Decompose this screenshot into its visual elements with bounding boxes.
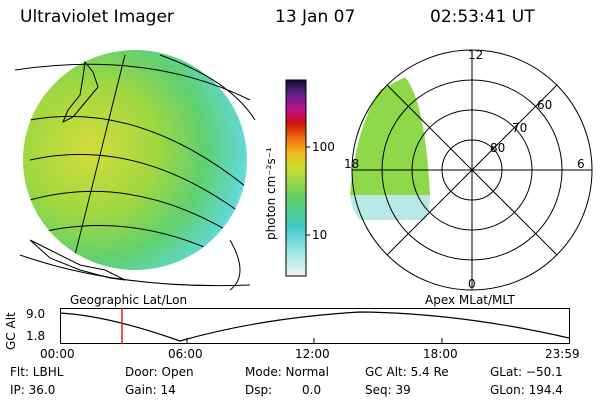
colorbar (285, 79, 310, 277)
time-tick-2359: 23:59 (545, 347, 580, 361)
polar-plot (350, 49, 593, 291)
time-tick-0600: 06:00 (168, 347, 203, 361)
info-door: Door: Open (125, 365, 194, 379)
geographic-globe-panel (14, 50, 256, 291)
mlt-label-18: 18 (344, 157, 360, 171)
apex-panel-label: Apex MLat/MLT (425, 293, 515, 307)
info-filter: Flt: LBHL (10, 365, 64, 379)
mlt-label-12: 12 (468, 48, 484, 62)
info-ip: IP: 36.0 (10, 383, 56, 397)
mlat-label-80: 80 (490, 141, 506, 155)
info-dsp-label: Dsp: (245, 383, 273, 397)
time-tick-1200: 12:00 (295, 347, 330, 361)
mlat-label-70: 70 (512, 121, 528, 135)
polar-auroral-wedge (350, 77, 430, 195)
app-title: Ultraviolet Imager (20, 7, 174, 27)
info-glon: GLon: 194.4 (490, 383, 563, 397)
info-seq: Seq: 39 (365, 383, 411, 397)
info-mode: Mode: Normal (245, 365, 329, 379)
info-dsp-value: 0.0 (302, 383, 322, 397)
info-glat: GLat: −50.1 (490, 365, 563, 379)
image-time: 02:53:41 UT (430, 7, 535, 27)
altitude-axis-label: GC Alt (4, 312, 18, 350)
geographic-panel-label: Geographic Lat/Lon (70, 293, 188, 307)
colorbar-tick-100: 100 (312, 140, 335, 154)
altitude-curve (59, 311, 570, 342)
new-zealand-coastline (62, 60, 99, 124)
info-gain: Gain: 14 (125, 383, 176, 397)
time-tick-0000: 00:00 (40, 347, 75, 361)
colorbar-tick-10: 10 (312, 228, 328, 242)
image-date: 13 Jan 07 (275, 7, 356, 27)
time-tick-1800: 18:00 (423, 347, 458, 361)
mlt-label-0: 0 (468, 277, 476, 291)
colorbar-unit: photon cm⁻²s⁻¹ (264, 147, 278, 240)
antarctica-coastline (29, 239, 126, 281)
mlat-label-60: 60 (537, 98, 553, 112)
info-gc-alt: GC Alt: 5.4 Re (365, 365, 449, 379)
altitude-plot (59, 308, 570, 344)
altitude-tick-1-8: 1.8 (26, 329, 46, 343)
altitude-tick-9: 9.0 (26, 307, 46, 321)
uv-emission-disk (23, 50, 247, 270)
mlt-label-6: 6 (577, 157, 585, 171)
